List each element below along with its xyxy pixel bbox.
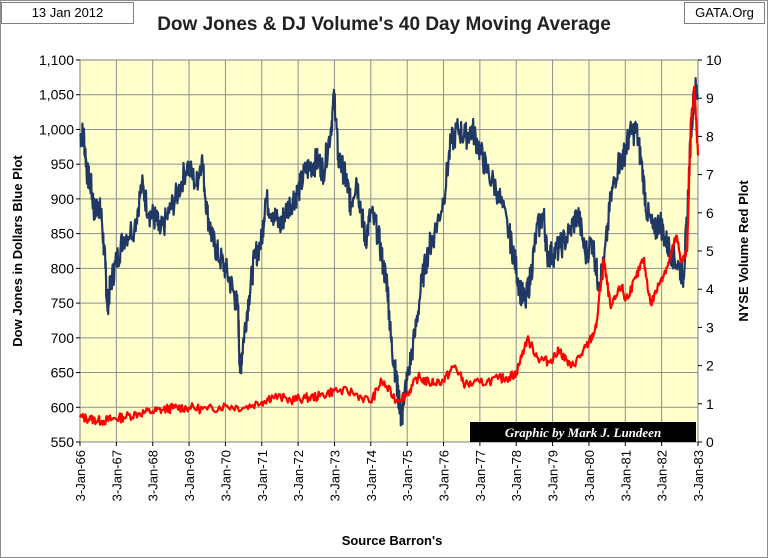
y-tick-label: 950 [51,156,75,172]
y-tick-label: 1,100 [39,52,74,68]
y-tick-label: 1,000 [39,121,74,137]
y-axis-right: 0 1 2 3 4 5 6 7 8 9 10 [698,52,722,450]
y-tick-label: 900 [51,191,75,207]
y2-tick-label: 1 [706,396,714,412]
x-tick-label: 3-Jan-81 [618,450,633,501]
x-tick-label: 3-Jan-76 [437,450,452,501]
y2-tick-label: 9 [706,90,714,106]
y-tick-label: 850 [51,226,75,242]
y2-tick-label: 6 [706,205,714,221]
x-tick-label: 3-Jan-66 [73,450,88,501]
chart-title: Dow Jones & DJ Volume's 40 Day Moving Av… [157,14,611,35]
y2-tick-label: 8 [706,128,714,144]
x-tick-label: 3-Jan-79 [546,450,561,501]
y-tick-label: 750 [51,295,75,311]
credit-text: Graphic by Mark J. Lundeen [505,425,661,440]
y2-axis-label: NYSE Volume Red Plot [736,180,751,322]
y2-tick-label: 5 [706,243,714,259]
y-tick-label: 650 [51,365,75,381]
x-tick-label: 3-Jan-82 [655,450,670,501]
y2-tick-label: 2 [706,358,714,374]
x-axis: 3-Jan-66 3-Jan-67 3-Jan-68 3-Jan-69 3-Jan-70… [73,442,706,501]
date-label: 13 Jan 2012 [1,2,134,24]
y-tick-label: 700 [51,330,75,346]
y2-tick-label: 0 [706,434,714,450]
x-tick-label: 3-Jan-69 [182,450,197,501]
x-tick-label: 3-Jan-80 [582,450,597,501]
volume-line [78,85,700,426]
x-tick-label: 3-Jan-74 [364,450,379,501]
y-tick-label: 1,050 [39,87,74,103]
y2-tick-label: 7 [706,167,714,183]
y-axis-label: Dow Jones in Dollars Blue Plot [10,155,25,347]
y2-tick-label: 3 [706,319,714,335]
source-label: GATA.Org [684,2,765,24]
x-tick-label: 3-Jan-73 [327,450,342,501]
x-tick-label: 3-Jan-78 [509,450,524,501]
y-axis-left: 550 600 650 700 750 800 850 900 950 1,000 1,050 1,1… [39,52,80,450]
y-tick-label: 600 [51,399,75,415]
x-tick-label: 3-Jan-83 [691,450,706,501]
x-tick-label: 3-Jan-71 [255,450,270,501]
x-tick-label: 3-Jan-77 [473,450,488,501]
x-tick-label: 3-Jan-68 [146,450,161,501]
credit-box: Graphic by Mark J. Lundeen [470,422,696,442]
x-tick-label: 3-Jan-75 [400,450,415,501]
x-tick-label: 3-Jan-67 [109,450,124,501]
y-tick-label: 800 [51,260,75,276]
y2-tick-label: 4 [706,281,714,297]
x-tick-label: 3-Jan-70 [218,450,233,501]
y-tick-label: 550 [51,434,75,450]
y2-tick-label: 10 [706,52,722,68]
x-axis-label: Source Barron's [342,533,443,548]
x-tick-label: 3-Jan-72 [291,450,306,501]
